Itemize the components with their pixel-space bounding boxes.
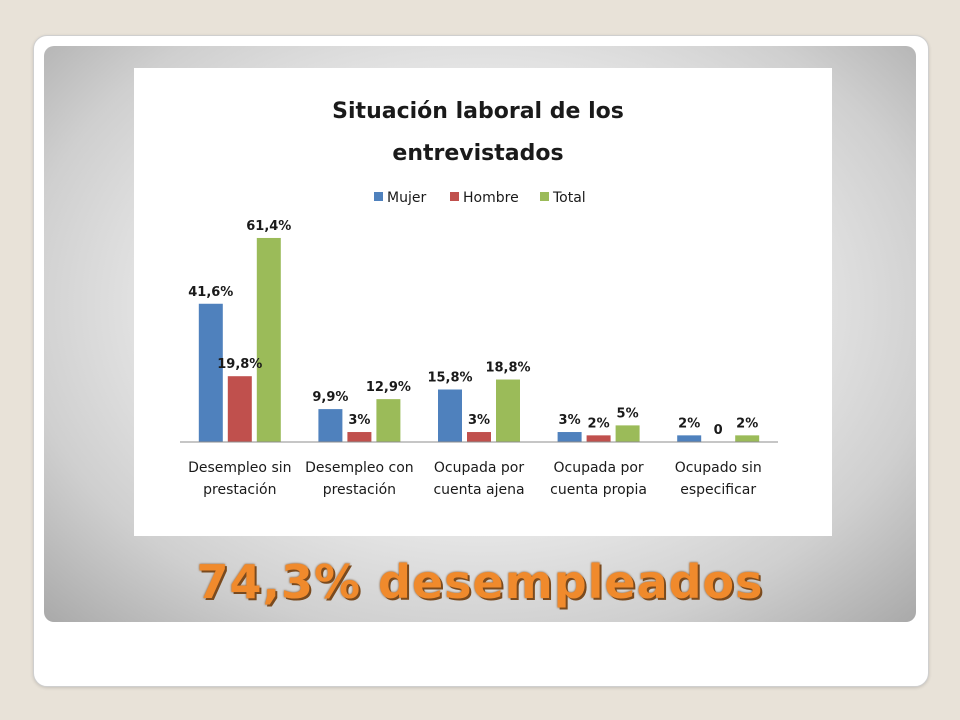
category-label-0-line-2: prestación <box>203 482 276 498</box>
chart-data-labels: 41,6%19,8%61,4%9,9%3%12,9%15,8%3%18,8%3%… <box>188 219 758 438</box>
bar-mujer-1 <box>318 409 343 442</box>
category-label-4-line-1: Ocupado sin <box>675 460 762 476</box>
bar-mujer-4 <box>677 435 702 442</box>
bar-total-1 <box>376 399 401 442</box>
legend-swatch-hombre <box>450 192 459 201</box>
bar-mujer-2 <box>438 389 462 442</box>
data-label-total-4: 2% <box>736 416 758 431</box>
data-label-total-0: 61,4% <box>246 219 291 234</box>
data-label-hombre-2: 3% <box>468 413 490 428</box>
bar-total-0 <box>256 237 281 442</box>
category-label-2-line-1: Ocupada por <box>434 460 524 476</box>
data-label-total-3: 5% <box>617 406 639 421</box>
chart-category-labels: Desempleo sin prestación Desempleo con pres… <box>188 460 762 498</box>
category-label-1-line-1: Desempleo con <box>305 460 413 476</box>
bar-mujer-3 <box>557 432 582 442</box>
data-label-hombre-4: 0 <box>714 423 723 438</box>
legend-label-hombre: Hombre <box>463 190 519 206</box>
legend-label-total: Total <box>552 190 586 206</box>
bar-hombre-3 <box>586 435 611 442</box>
data-label-total-1: 12,9% <box>366 380 411 395</box>
legend-label-mujer: Mujer <box>387 190 426 206</box>
data-label-mujer-4: 2% <box>678 416 700 431</box>
category-label-3-line-1: Ocupada por <box>554 460 644 476</box>
data-label-mujer-0: 41,6% <box>188 285 233 300</box>
bar-total-3 <box>615 425 640 442</box>
chart-legend: Mujer Hombre Total <box>374 190 586 206</box>
data-label-mujer-3: 3% <box>559 413 581 428</box>
bar-hombre-1 <box>347 432 372 442</box>
data-label-hombre-0: 19,8% <box>217 357 262 372</box>
category-label-2-line-2: cuenta ajena <box>433 482 524 498</box>
bar-total-4 <box>735 435 760 442</box>
data-label-hombre-3: 2% <box>588 416 610 431</box>
category-label-0-line-1: Desempleo sin <box>188 460 291 476</box>
chart-container: Situación laboral de los entrevistados M… <box>134 68 832 536</box>
chart-title-line-1: Situación laboral de los <box>332 99 624 124</box>
category-label-4-line-2: especificar <box>680 482 756 498</box>
bar-mujer-0 <box>198 303 223 442</box>
category-label-3-line-2: cuenta propia <box>550 482 647 498</box>
bar-chart: Situación laboral de los entrevistados M… <box>180 99 778 498</box>
legend-swatch-mujer <box>374 192 383 201</box>
data-label-hombre-1: 3% <box>348 413 370 428</box>
data-label-mujer-2: 15,8% <box>427 370 472 385</box>
chart-bars <box>198 237 760 442</box>
category-label-1-line-2: prestación <box>323 482 396 498</box>
data-label-total-2: 18,8% <box>485 361 530 376</box>
chart-title-line-2: entrevistados <box>392 141 563 166</box>
slide-caption: 74,3% desempleados <box>196 555 764 609</box>
bar-hombre-0 <box>227 376 252 442</box>
data-label-mujer-1: 9,9% <box>312 390 348 405</box>
legend-swatch-total <box>540 192 549 201</box>
bar-hombre-2 <box>467 432 491 442</box>
bar-total-2 <box>496 379 520 442</box>
